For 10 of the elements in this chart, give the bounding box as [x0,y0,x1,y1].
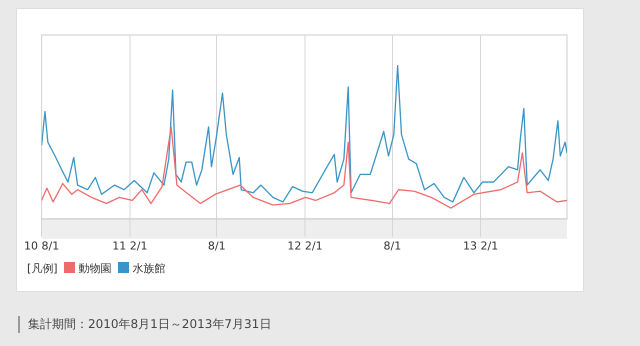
legend-title: [凡例] [27,261,58,276]
text: 集計期間：2010年8月1日～2013年7月31日 [28,316,272,333]
legend-label: 動物園 [78,261,112,276]
x-tick-label: 8/1 [208,239,226,252]
x-tick-label: 8/1 [383,239,402,252]
x-tick-label: 10 8/1 [24,239,60,252]
x-tick-label: 12 2/1 [287,239,323,252]
x-tick-label: 11 2/1 [112,239,148,252]
legend-label: 水族館 [132,261,166,276]
x-tick-label: 13 2/1 [463,239,498,252]
